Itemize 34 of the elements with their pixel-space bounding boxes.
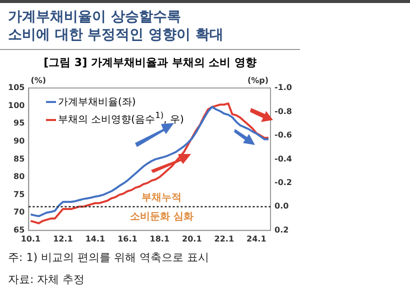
y2-tick-label: -1.0	[274, 83, 292, 92]
y2-tick-label: -0.4	[274, 154, 292, 164]
y2-tick-label: -0.6	[274, 130, 292, 140]
text: 주: 1) 비교의 편의를 위해 역축으로 표시	[8, 250, 209, 265]
x-tick-label: 18.1	[150, 234, 170, 244]
annotation: 부채누적	[142, 192, 182, 204]
y-tick-label: 95	[14, 118, 26, 128]
x-tick-label: 12.1	[53, 234, 74, 244]
y-tick-label: 100	[8, 100, 26, 110]
y-tick-label: 75	[14, 190, 26, 199]
x-tick-label: 22.1	[214, 234, 234, 244]
x-tick-label: 20.1	[182, 234, 202, 244]
chart-subtitle: [그림 3] 가계부채비율과 부채의 소비 영향	[42, 55, 258, 70]
y-tick-label: 105	[8, 83, 26, 92]
y2-tick-label: 0.0	[274, 202, 290, 211]
text: 자료: 자체 추정	[8, 272, 85, 287]
y-tick-label: 70	[14, 208, 26, 217]
y-tick-label: 65	[14, 225, 26, 234]
annotation: 소비둔화 심화	[130, 211, 194, 222]
y2-tick-label: -0.8	[274, 106, 292, 116]
y2-tick-label: -0.2	[274, 178, 292, 188]
legend-label: 가계부채비율(좌)	[57, 96, 137, 109]
x-tick-label: 24.1	[246, 234, 267, 244]
y-tick-label: 90	[14, 136, 26, 146]
x-tick-label: 16.1	[118, 234, 138, 244]
x-tick-label: 14.1	[85, 234, 106, 244]
y-tick-label: 85	[14, 154, 26, 164]
chart-title: 가계부채비율이 상승할수록 소비에 대한 부정적인 영향이 확대	[8, 8, 224, 44]
y2-tick-label: 0.2	[274, 225, 289, 234]
y2-axis-title: (%p)	[247, 76, 269, 86]
x-tick-label: 10.1	[20, 234, 42, 244]
legend-label: 부채의 소비영향(음수$^{1)}$, 우)	[57, 109, 184, 126]
y-tick-label: 80	[14, 172, 26, 182]
y-axis-title: (%)	[30, 76, 46, 86]
